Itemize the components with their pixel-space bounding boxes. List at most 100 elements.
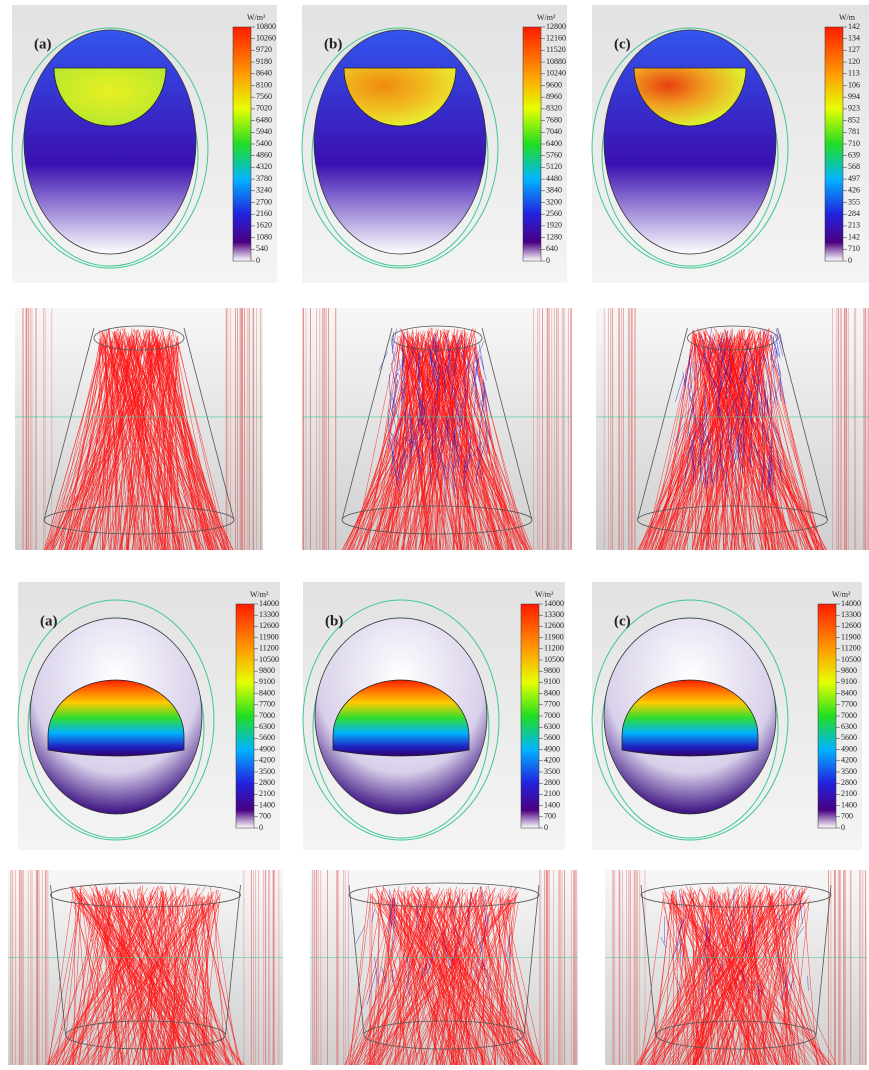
ray <box>676 894 712 1065</box>
ray <box>371 909 376 923</box>
ray <box>769 462 771 487</box>
ray <box>396 459 400 481</box>
ray <box>479 354 487 381</box>
colorbar-tick-label: 8400 <box>259 688 275 697</box>
ray <box>439 338 477 550</box>
ray <box>442 932 451 970</box>
colorbar-tick-label: 9100 <box>544 677 560 686</box>
ray <box>694 891 775 1065</box>
ray <box>357 893 412 1065</box>
ray <box>647 887 738 1065</box>
ray <box>661 900 707 1065</box>
ray <box>89 897 157 1065</box>
ray <box>450 422 458 459</box>
ray <box>409 896 510 1065</box>
ray <box>640 898 664 1065</box>
ray <box>719 343 726 367</box>
ray-group <box>15 308 263 550</box>
ray <box>403 450 412 467</box>
ray <box>102 339 129 550</box>
ray <box>678 335 701 550</box>
ray <box>46 335 131 550</box>
ray <box>124 332 136 550</box>
ray <box>750 450 761 463</box>
colorbar-tick-label: 14000 <box>259 599 279 608</box>
ray <box>436 344 462 550</box>
ray <box>113 334 124 550</box>
ray <box>642 891 762 1065</box>
ray <box>748 330 762 550</box>
ray <box>472 441 482 457</box>
ray <box>689 900 719 1065</box>
ray <box>435 404 440 422</box>
ray <box>139 338 151 550</box>
ray <box>695 340 754 550</box>
ray <box>694 889 712 1065</box>
ray <box>391 449 396 475</box>
ray <box>464 345 512 550</box>
colorbar-tick-label: 10800 <box>256 22 276 31</box>
ray <box>437 448 443 464</box>
ray <box>473 890 504 1065</box>
ray <box>666 891 825 1065</box>
ray <box>454 387 460 421</box>
ray <box>752 375 762 416</box>
colorbar-tick-label: 8400 <box>841 688 857 697</box>
ray <box>505 933 511 959</box>
ray <box>485 420 489 454</box>
ray <box>699 449 702 486</box>
ray <box>55 886 155 1065</box>
ray <box>402 333 459 550</box>
ray <box>726 418 731 430</box>
receiver-outline <box>50 882 241 908</box>
ray <box>481 886 487 924</box>
ray <box>137 339 140 550</box>
ray <box>138 898 197 1065</box>
ray <box>113 895 182 1065</box>
ray <box>741 360 748 400</box>
ray <box>737 903 784 1065</box>
colorbar-tick-label: 13300 <box>841 610 861 619</box>
ray <box>754 443 765 473</box>
colorbar-tick-label: 284 <box>848 209 860 218</box>
ray-panel <box>15 308 263 550</box>
ray <box>675 374 684 403</box>
colorbar-unit: W/m² <box>247 13 266 22</box>
ray <box>772 342 777 357</box>
ray <box>471 966 479 982</box>
ray <box>468 338 502 550</box>
ray <box>464 459 468 498</box>
ray <box>457 344 531 550</box>
colorbar-tick-label: 4200 <box>841 756 857 765</box>
ray <box>118 342 181 550</box>
colorbar-tick-label: 4900 <box>841 744 857 753</box>
ray <box>701 336 707 364</box>
ray <box>425 335 445 550</box>
flux-panel: W/m (c) 142 134 127 120 113 106 994 923 852 781 710 6… <box>591 5 869 283</box>
ray <box>389 437 395 462</box>
ray <box>777 896 800 1065</box>
colorbar-tick-label: 0 <box>848 256 852 265</box>
ray <box>93 901 198 1065</box>
aperture-flux <box>332 679 470 757</box>
ray <box>737 344 739 550</box>
colorbar-tick-label: 7560 <box>256 92 272 101</box>
ray <box>425 375 437 392</box>
panel-label: (b) <box>325 613 343 629</box>
colorbar <box>235 603 255 829</box>
ray <box>416 391 426 414</box>
ray <box>776 450 783 482</box>
ray <box>343 345 435 550</box>
ray <box>741 885 807 1065</box>
ray <box>49 892 189 1065</box>
colorbar-tick-label: 3500 <box>259 767 275 776</box>
colorbar-tick-label: 355 <box>848 197 860 206</box>
ray <box>711 889 763 1065</box>
ray <box>150 331 215 550</box>
ray <box>702 416 704 447</box>
colorbar-tick-label: 8960 <box>546 92 562 101</box>
colorbar-tick-label: 10880 <box>546 57 566 66</box>
ray <box>675 904 687 1065</box>
ray <box>396 903 455 1065</box>
ray <box>84 903 215 1065</box>
